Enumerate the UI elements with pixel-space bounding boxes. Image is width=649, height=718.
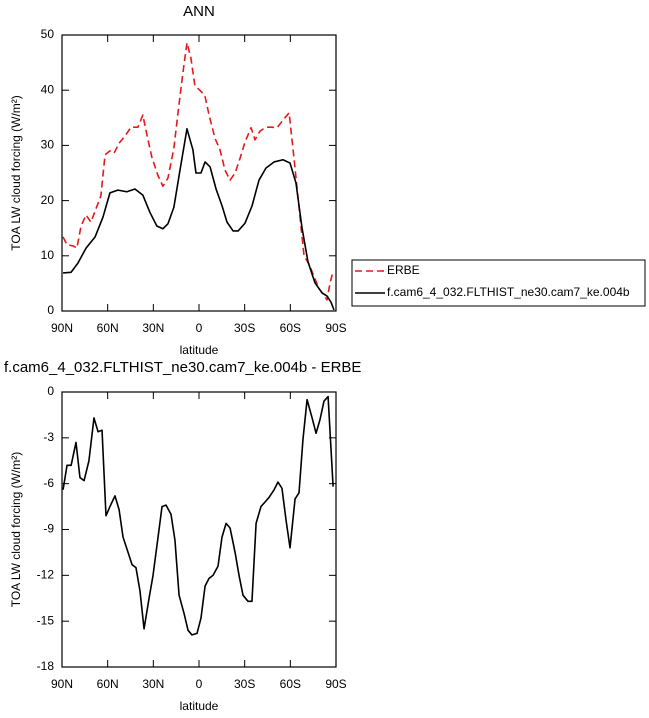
y-tick-label: 0 [47,303,54,317]
y-tick-label: 40 [41,82,55,96]
y-tick-label: 10 [41,248,55,262]
y-tick-label: 30 [41,138,55,152]
plot-frame [61,34,337,312]
legend-label: f.cam6_4_032.FLTHIST_ne30.cam7_ke.004b [387,285,630,299]
y-axis-label: TOA LW cloud forcing (W/m²) [9,452,23,608]
x-tick-label: 0 [196,321,203,335]
x-tick-label: 90S [325,677,346,691]
x-tick-label: 30N [142,677,164,691]
data-line [62,395,334,636]
x-tick-label: 60S [280,321,301,335]
y-tick-label: -12 [37,568,55,582]
x-tick-label: 30N [142,321,164,335]
x-axis-label: latitude [180,699,219,713]
y-tick-label: -15 [37,613,55,627]
legend-label: ERBE [387,263,420,277]
y-tick-label: -9 [43,522,54,536]
chart-title: ANN [183,3,215,20]
x-tick-label: 90N [51,677,73,691]
y-tick-label: -3 [43,430,54,444]
x-tick-label: 60N [97,677,119,691]
x-tick-label: 90S [325,321,346,335]
y-tick-label: 20 [41,193,55,207]
legend-box [351,259,646,307]
x-tick-label: 30S [234,677,255,691]
data-line [63,128,335,311]
x-tick-label: 60N [97,321,119,335]
y-tick-label: 0 [47,384,54,398]
y-tick-label: 50 [41,27,55,41]
y-axis-label: TOA LW cloud forcing (W/m²) [9,95,23,251]
x-tick-label: 90N [51,321,73,335]
plot-frame [61,391,337,668]
x-tick-label: 0 [196,677,203,691]
x-tick-label: 60S [280,677,301,691]
x-tick-label: 30S [234,321,255,335]
y-tick-label: -18 [37,659,55,673]
y-tick-label: -6 [43,476,54,490]
chart-title: f.cam6_4_032.FLTHIST_ne30.cam7_ke.004b -… [4,359,361,376]
x-axis-label: latitude [180,343,219,357]
data-line [62,41,334,301]
